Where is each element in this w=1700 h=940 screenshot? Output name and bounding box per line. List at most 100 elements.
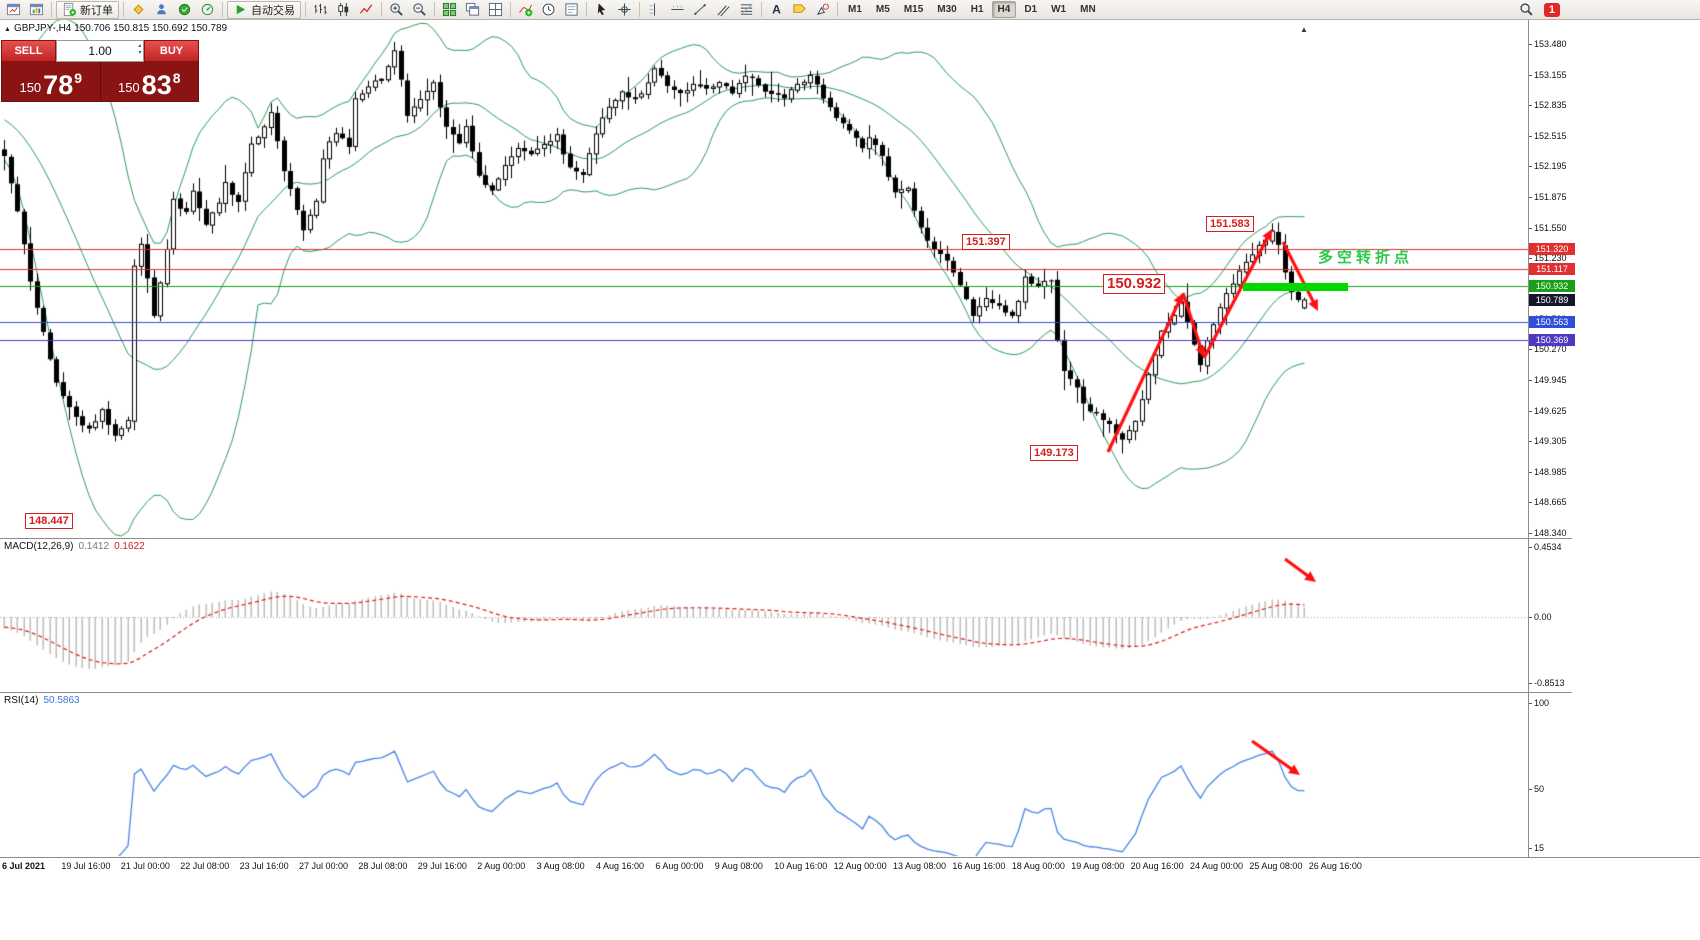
- one-click-trading-panel: SELL 1.00 ▴ ▾ BUY 150 78 9 150 83 8: [1, 40, 199, 102]
- rsi-axis-tick: 100: [1528, 698, 1550, 708]
- bid-pip-digit: 9: [74, 70, 83, 86]
- timeframe-H1[interactable]: H1: [970, 4, 984, 15]
- navigator-button[interactable]: [151, 1, 172, 19]
- time-label: 6 Aug 00:00: [655, 861, 704, 871]
- vertical-line-button[interactable]: [644, 1, 665, 19]
- timeframe-W1[interactable]: W1: [1051, 4, 1067, 15]
- textA-icon: A: [769, 2, 784, 17]
- tag-icon: [792, 2, 807, 17]
- volume-spinner[interactable]: ▴ ▾: [137, 43, 141, 56]
- magnifier-icon: [1519, 2, 1534, 17]
- arrange-icon: [488, 2, 503, 17]
- rsi-axis-tick: 50: [1528, 784, 1545, 794]
- timeframe-M1[interactable]: M1: [848, 4, 862, 15]
- templates-button[interactable]: [561, 1, 582, 19]
- indicators-button[interactable]: [515, 1, 536, 19]
- rsi-panel-splitter[interactable]: [0, 692, 1572, 693]
- terminal-button[interactable]: [174, 1, 195, 19]
- time-label: 19 Aug 08:00: [1071, 861, 1125, 871]
- bid-price[interactable]: 150 78 9: [2, 62, 100, 101]
- time-axis[interactable]: 6 Jul 2021 19 Jul 16:00 21 Jul 00:00 22 Jul…: [0, 857, 1700, 877]
- label-button[interactable]: [789, 1, 810, 19]
- one-click-toggle-icon[interactable]: ▲: [4, 26, 11, 33]
- chart-shift-marker[interactable]: ▲: [1300, 25, 1308, 34]
- price-callout[interactable]: 149.173: [1030, 445, 1078, 461]
- timeframe-M5[interactable]: M5: [875, 4, 890, 15]
- strategy-tester-button[interactable]: [197, 1, 218, 19]
- macd-panel-splitter[interactable]: [0, 538, 1572, 539]
- tile-icon: [442, 2, 457, 17]
- ask-big-digits: 83: [141, 70, 172, 100]
- price-line-tag: 150.932: [1529, 280, 1575, 293]
- trendline-button[interactable]: [690, 1, 711, 19]
- price-callout[interactable]: 148.447: [25, 513, 73, 529]
- price-line-tag: 150.563: [1529, 315, 1575, 328]
- price-callout[interactable]: 151.397: [962, 234, 1010, 250]
- zoom-in-button[interactable]: [386, 1, 407, 19]
- buy-button[interactable]: BUY: [144, 40, 199, 62]
- time-label: 25 Aug 08:00: [1249, 861, 1303, 871]
- toolbar-separator: [761, 2, 762, 17]
- person-icon: [154, 2, 169, 17]
- price-tick: 148.985: [1529, 466, 1567, 477]
- timeframe-M15[interactable]: M15: [903, 4, 924, 15]
- toolbar-separator: [123, 2, 124, 17]
- macd-name: MACD(12,26,9): [4, 541, 74, 552]
- notifications-badge[interactable]: 1: [1543, 2, 1560, 17]
- volume-input[interactable]: 1.00 ▴ ▾: [56, 40, 144, 62]
- bar-chart-button[interactable]: [310, 1, 331, 19]
- time-label: 26 Aug 16:00: [1308, 861, 1362, 871]
- new-chart-button[interactable]: [3, 1, 24, 19]
- cascade-windows-button[interactable]: [462, 1, 483, 19]
- timeframe-H4[interactable]: H4: [991, 1, 1017, 18]
- time-label: 23 Jul 16:00: [239, 861, 289, 871]
- channel-button[interactable]: [713, 1, 734, 19]
- new-order-button[interactable]: 新订单: [56, 0, 119, 19]
- time-label: 27 Jul 00:00: [299, 861, 349, 871]
- search-button[interactable]: [1516, 1, 1537, 19]
- line-chart-button[interactable]: [356, 1, 377, 19]
- price-axis[interactable]: 153.480 153.155 152.835 152.515 152.195 151.8…: [1528, 20, 1700, 857]
- text-button[interactable]: A: [766, 1, 787, 19]
- timeframe-D1[interactable]: D1: [1024, 4, 1038, 15]
- timeframe-M30[interactable]: M30: [937, 4, 957, 15]
- sell-button[interactable]: SELL: [1, 40, 56, 62]
- ask-price[interactable]: 150 83 8: [101, 62, 199, 101]
- arrange-windows-button[interactable]: [485, 1, 506, 19]
- price-callout[interactable]: 151.583: [1206, 216, 1254, 232]
- shapes-icon: [815, 2, 830, 17]
- price-tick: 152.835: [1529, 100, 1567, 111]
- crosshair-button[interactable]: [614, 1, 635, 19]
- market-watch-button[interactable]: [128, 1, 149, 19]
- shapes-button[interactable]: [812, 1, 833, 19]
- bid-prefix: 150: [19, 80, 42, 95]
- turning-point-bar[interactable]: [1243, 283, 1348, 291]
- zoom-out-button[interactable]: [409, 1, 430, 19]
- price-tick: 151.875: [1529, 191, 1567, 202]
- price-tick: 152.515: [1529, 130, 1567, 141]
- indplus-icon: [518, 2, 533, 17]
- toolbar-separator: [837, 2, 838, 17]
- profiles-button[interactable]: [26, 1, 47, 19]
- auto-trading-button[interactable]: 自动交易: [227, 0, 301, 19]
- time-label: 6 Jul 2021: [2, 861, 46, 871]
- candlestick-chart-button[interactable]: [333, 1, 354, 19]
- periods-button[interactable]: [538, 1, 559, 19]
- tile-windows-button[interactable]: [439, 1, 460, 19]
- horizontal-line-button[interactable]: [667, 1, 688, 19]
- win2-icon: [29, 2, 44, 17]
- price-tick: 151.550: [1529, 222, 1567, 233]
- cursor-button[interactable]: [591, 1, 612, 19]
- channel-icon: [716, 2, 731, 17]
- fibo-icon: [739, 2, 754, 17]
- annotation-text[interactable]: 多空转折点: [1318, 249, 1414, 266]
- fibonacci-button[interactable]: [736, 1, 757, 19]
- price-line-tag: 151.320: [1529, 243, 1575, 256]
- toolbar-separator: [305, 2, 306, 17]
- play-icon: [233, 2, 248, 17]
- price-callout[interactable]: 150.932: [1103, 274, 1166, 294]
- symbol-info: ▲ GBPJPY-,H4 150.706 150.815 150.692 150.…: [4, 23, 227, 34]
- macd-axis-tick: -0.8513: [1529, 678, 1565, 688]
- timeframe-MN[interactable]: MN: [1080, 4, 1096, 15]
